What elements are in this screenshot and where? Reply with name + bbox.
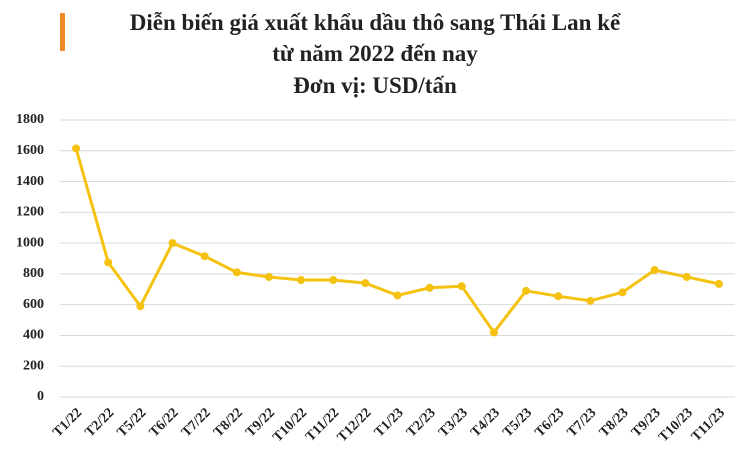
point (393, 291, 402, 300)
point (104, 258, 113, 267)
point (232, 268, 241, 277)
point (425, 283, 434, 292)
y-tick-label: 1400 (16, 174, 44, 189)
point (650, 266, 659, 275)
x-tick-label: T1/23 (372, 405, 407, 440)
y-tick-label: 1600 (16, 143, 44, 158)
x-tick-label: T12/22 (335, 405, 375, 445)
title-accent (60, 13, 65, 51)
point (200, 252, 209, 261)
point (618, 288, 627, 297)
point (554, 292, 563, 301)
point (136, 302, 145, 311)
point (682, 272, 691, 281)
point (329, 276, 338, 285)
x-tick-label: T11/23 (689, 405, 728, 444)
point (264, 272, 273, 281)
x-tick-label: T10/23 (656, 405, 696, 445)
x-tick-label: T8/22 (211, 405, 246, 440)
point (522, 286, 531, 295)
x-tick-label: T7/23 (565, 405, 600, 440)
point (489, 328, 498, 337)
point (168, 239, 177, 248)
y-tick-label: 0 (37, 389, 44, 404)
y-tick-label: 1200 (16, 205, 44, 220)
chart-title: Diễn biến giá xuất khẩu dầu thô sang Thá… (130, 10, 621, 35)
y-tick-label: 600 (23, 297, 44, 312)
x-tick-label: T5/22 (115, 405, 150, 440)
x-tick-label: T7/22 (179, 405, 214, 440)
y-tick-label: 800 (23, 266, 44, 281)
x-tick-label: T4/23 (468, 405, 503, 440)
x-tick-label: T2/23 (404, 405, 439, 440)
x-tick-label: T6/23 (533, 405, 568, 440)
point (297, 276, 306, 285)
x-tick-label: T2/22 (83, 405, 118, 440)
x-tick-label: T3/23 (436, 405, 471, 440)
x-tick-label: T1/22 (50, 405, 85, 440)
chart-title: từ năm 2022 đến nay (272, 41, 478, 66)
point (72, 144, 81, 153)
x-tick-label: T11/22 (303, 405, 342, 444)
point (457, 282, 466, 291)
x-tick-label: T5/23 (500, 405, 535, 440)
x-tick-label: T6/22 (147, 405, 182, 440)
y-tick-label: 200 (23, 358, 44, 373)
y-tick-label: 1800 (16, 112, 44, 127)
point (361, 279, 370, 288)
point (586, 296, 595, 305)
y-tick-label: 400 (23, 328, 44, 343)
x-tick-label: T10/22 (270, 405, 310, 445)
chart-subtitle: Đơn vị: USD/tấn (293, 73, 457, 98)
x-tick-label: T8/23 (597, 405, 632, 440)
y-tick-label: 1000 (16, 235, 44, 250)
point (714, 279, 723, 288)
